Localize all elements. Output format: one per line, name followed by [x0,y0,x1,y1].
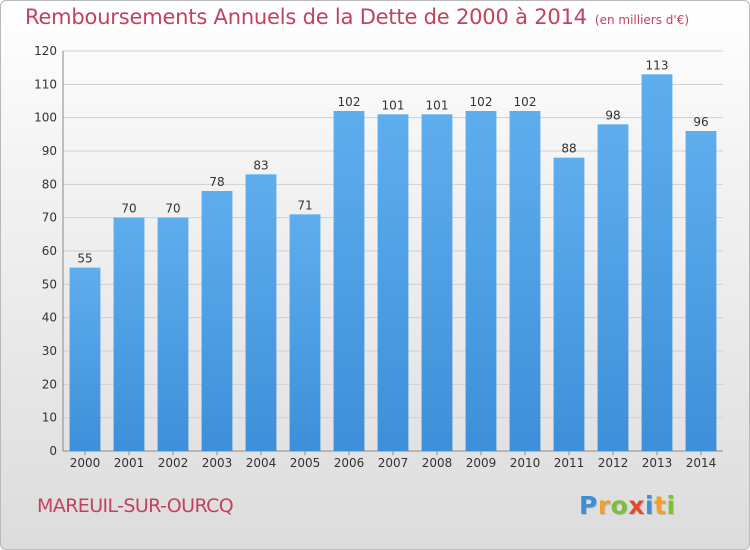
data-label: 88 [561,142,576,156]
data-label: 83 [253,158,268,172]
data-label: 70 [165,202,180,216]
y-tick-label: 70 [42,211,57,225]
y-tick-label: 110 [34,77,57,91]
bar [509,111,541,451]
data-label: 96 [693,115,708,129]
data-labels: 55 70 70 78 83 71 102 101 101 102 102 88 98 113 96 [77,58,708,265]
bar [553,157,585,451]
x-tick-label: 2010 [510,456,541,470]
bar [597,124,629,451]
data-label: 71 [297,198,312,212]
y-tick-label: 30 [42,344,57,358]
logo-letter: x [628,491,645,520]
logo-letter: o [610,491,629,520]
bar [157,217,189,451]
bar [465,111,497,451]
bar [69,267,101,451]
logo-letter: t [654,491,667,520]
bars [69,74,717,452]
y-tick-label: 80 [42,177,57,191]
bar [201,191,233,451]
data-label: 102 [514,95,537,109]
y-tick-label: 40 [42,311,57,325]
x-tick-label: 2005 [290,456,321,470]
bar [245,174,277,452]
data-label: 102 [470,95,493,109]
x-tick-label: 2006 [334,456,365,470]
data-label: 78 [209,175,224,189]
x-tick-label: 2003 [202,456,233,470]
bar [113,217,145,451]
x-tick-label: 2008 [422,456,453,470]
x-tick-labels: 2000 2001 2002 2003 2004 2005 2006 2007 2008 2009… [70,456,717,470]
bar [333,111,365,451]
chart-title-text: Remboursements Annuels de la Dette de 20… [25,5,587,29]
data-label: 70 [121,202,136,216]
x-tick-label: 2014 [686,456,717,470]
chart-subtitle: (en milliers d'€) [594,13,690,27]
data-label: 55 [77,252,92,266]
bar [421,114,453,451]
y-tick-label: 60 [42,244,57,258]
data-label: 113 [646,58,669,72]
x-tick-label: 2007 [378,456,409,470]
x-tick-label: 2000 [70,456,101,470]
proxiti-logo: Proxiti [579,491,676,520]
logo-letter: i [666,491,676,520]
x-tick-label: 2011 [554,456,585,470]
data-label: 101 [426,98,449,112]
logo-letter: P [579,491,598,520]
bar [641,74,673,451]
chart-title: Remboursements Annuels de la Dette de 20… [25,5,689,29]
x-tick-label: 2009 [466,456,497,470]
logo-letter: i [645,491,655,520]
x-tick-label: 2004 [246,456,277,470]
y-tick-labels: 0 10 20 30 40 50 60 70 80 90 100 110 120 [34,44,57,458]
bar [377,114,409,451]
y-tick-label: 20 [42,377,57,391]
data-label: 98 [605,108,620,122]
x-tick-label: 2012 [598,456,629,470]
y-tick-label: 10 [42,411,57,425]
bar [289,214,321,451]
x-tick-label: 2001 [114,456,145,470]
data-label: 101 [382,98,405,112]
y-tick-label: 100 [34,111,57,125]
x-tick-label: 2002 [158,456,189,470]
city-name: MAREUIL-SUR-OURCQ [37,495,234,517]
y-tick-label: 120 [34,44,57,58]
data-label: 102 [338,95,361,109]
y-tick-label: 50 [42,277,57,291]
x-tick-label: 2013 [642,456,673,470]
logo-letter: r [597,491,611,520]
y-tick-label: 0 [49,444,57,458]
y-tick-label: 90 [42,144,57,158]
bar [685,131,717,451]
